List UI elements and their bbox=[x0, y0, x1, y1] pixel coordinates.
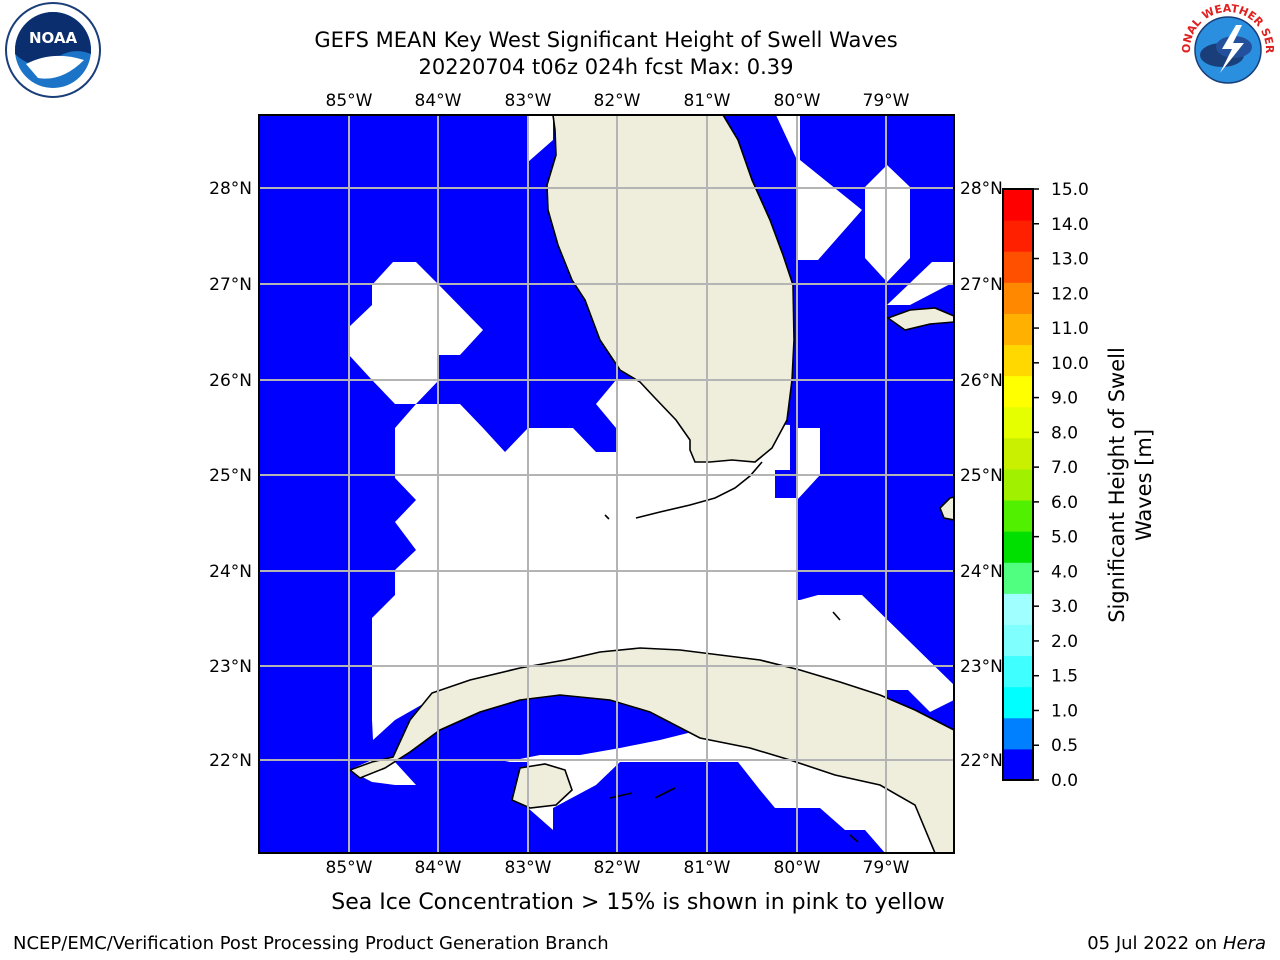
colorbar-ticks: 0.0 0.5 1.0 1.5 2.0 3.0 4.0 5.0 6.0 7.0 8.0 9.0 10.0… bbox=[1033, 180, 1089, 791]
colorbar-segment bbox=[1003, 624, 1033, 657]
footer-date: 05 Jul 2022 on Hera bbox=[1087, 933, 1266, 954]
colorbar-segment bbox=[1003, 282, 1033, 314]
gridlines bbox=[259, 115, 954, 853]
chart-title: GEFS MEAN Key West Significant Height of… bbox=[314, 28, 898, 52]
lon-label: 84°W bbox=[415, 91, 462, 111]
footer-branch: NCEP/EMC/Verification Post Processing Pr… bbox=[13, 933, 609, 954]
sea-ice-note: Sea Ice Concentration > 15% is shown in … bbox=[331, 890, 945, 915]
lon-label: 80°W bbox=[774, 91, 821, 111]
colorbar-segment bbox=[1003, 593, 1033, 625]
lat-label: 27°N bbox=[960, 275, 1003, 295]
colorbar-tick-label: 12.0 bbox=[1051, 284, 1089, 304]
lon-label: 84°W bbox=[415, 858, 462, 878]
map-frame bbox=[258, 114, 955, 854]
colorbar-tick-label: 3.0 bbox=[1051, 597, 1078, 617]
colorbar-tick-label: 1.0 bbox=[1051, 701, 1078, 721]
colorbar-segment bbox=[1003, 220, 1033, 252]
florida bbox=[546, 115, 795, 463]
colorbar-tick-label: 4.0 bbox=[1051, 562, 1078, 582]
noaa-logo-text: NOAA bbox=[29, 29, 78, 47]
noaa-logo-icon: NOAA bbox=[5, 2, 101, 98]
lon-labels-top: 85°W 84°W 83°W 82°W 81°W 80°W 79°W bbox=[326, 91, 910, 111]
colorbar-tick-label: 2.0 bbox=[1051, 632, 1078, 652]
colorbar-segment bbox=[1003, 748, 1033, 781]
lon-labels-bottom: 85°W 84°W 83°W 82°W 81°W 80°W 79°W bbox=[326, 858, 910, 878]
colorbar bbox=[1002, 188, 1034, 781]
lon-label: 81°W bbox=[684, 91, 731, 111]
lon-label: 83°W bbox=[505, 91, 552, 111]
colorbar-segment bbox=[1003, 437, 1033, 470]
colorbar-label-line2: Waves [m] bbox=[1132, 429, 1156, 541]
colorbar-segment bbox=[1003, 468, 1033, 501]
lat-labels-right: 28°N 27°N 26°N 25°N 24°N 23°N 22°N bbox=[960, 179, 1003, 771]
chart-subtitle: 20220704 t06z 024h fcst Max: 0.39 bbox=[418, 55, 794, 79]
colorbar-segment bbox=[1003, 251, 1033, 283]
footer-date-text: 05 Jul 2022 on bbox=[1087, 933, 1223, 954]
colorbar-tick-label: 5.0 bbox=[1051, 528, 1078, 548]
lat-label: 22°N bbox=[960, 751, 1003, 771]
colorbar-frame bbox=[1002, 188, 1034, 781]
colorbar-segment bbox=[1003, 717, 1033, 750]
colorbar-tick-label: 1.5 bbox=[1051, 667, 1078, 687]
lon-label: 82°W bbox=[594, 91, 641, 111]
lat-label: 25°N bbox=[960, 466, 1003, 486]
lon-label: 80°W bbox=[774, 858, 821, 878]
colorbar-tick-label: 7.0 bbox=[1051, 458, 1078, 478]
lat-label: 27°N bbox=[209, 275, 252, 295]
colorbar-segment bbox=[1003, 375, 1033, 408]
colorbar-segment bbox=[1003, 562, 1033, 594]
lat-label: 24°N bbox=[960, 562, 1003, 582]
lat-label: 26°N bbox=[960, 371, 1003, 391]
colorbar-tick-label: 0.5 bbox=[1051, 736, 1078, 756]
colorbar-tick-label: 10.0 bbox=[1051, 354, 1089, 374]
lon-label: 83°W bbox=[505, 858, 552, 878]
lon-label: 85°W bbox=[326, 858, 373, 878]
colorbar-segment bbox=[1003, 189, 1033, 221]
colorbar-segment bbox=[1003, 686, 1033, 719]
lon-label: 79°W bbox=[863, 91, 910, 111]
colorbar-segment bbox=[1003, 655, 1033, 688]
lon-label: 81°W bbox=[684, 858, 731, 878]
colorbar-tick-label: 14.0 bbox=[1051, 215, 1089, 235]
lat-labels-left: 28°N 27°N 26°N 25°N 24°N 23°N 22°N bbox=[209, 179, 252, 771]
nws-logo-icon: NATIONAL WEATHER SERVICE bbox=[1178, 1, 1276, 96]
lat-label: 28°N bbox=[960, 179, 1003, 199]
lat-label: 23°N bbox=[960, 657, 1003, 677]
grand-bahama bbox=[886, 307, 954, 331]
colorbar-tick-label: 13.0 bbox=[1051, 250, 1089, 270]
colorbar-segment bbox=[1003, 406, 1033, 439]
lon-label: 82°W bbox=[594, 858, 641, 878]
map-area bbox=[259, 115, 954, 853]
lon-label: 85°W bbox=[326, 91, 373, 111]
colorbar-tick-label: 11.0 bbox=[1051, 319, 1089, 339]
lat-label: 26°N bbox=[209, 371, 252, 391]
colorbar-tick-label: 15.0 bbox=[1051, 180, 1089, 200]
lat-label: 23°N bbox=[209, 657, 252, 677]
colorbar-segment bbox=[1003, 500, 1033, 532]
lon-label: 79°W bbox=[863, 858, 910, 878]
colorbar-tick-label: 8.0 bbox=[1051, 423, 1078, 443]
colorbar-tick-label: 0.0 bbox=[1051, 771, 1078, 791]
colorbar-label-line1: Significant Height of Swell bbox=[1105, 347, 1129, 623]
colorbar-segment bbox=[1003, 531, 1033, 563]
lat-label: 25°N bbox=[209, 466, 252, 486]
andros-edge bbox=[939, 496, 954, 521]
lat-label: 28°N bbox=[209, 179, 252, 199]
colorbar-segment bbox=[1003, 344, 1033, 377]
lat-label: 24°N bbox=[209, 562, 252, 582]
cuba bbox=[348, 647, 954, 853]
colorbar-tick-label: 6.0 bbox=[1051, 493, 1078, 513]
lat-label: 22°N bbox=[209, 751, 252, 771]
colorbar-tick-label: 9.0 bbox=[1051, 389, 1078, 409]
footer-host: Hera bbox=[1222, 933, 1266, 954]
colorbar-segment bbox=[1003, 313, 1033, 346]
